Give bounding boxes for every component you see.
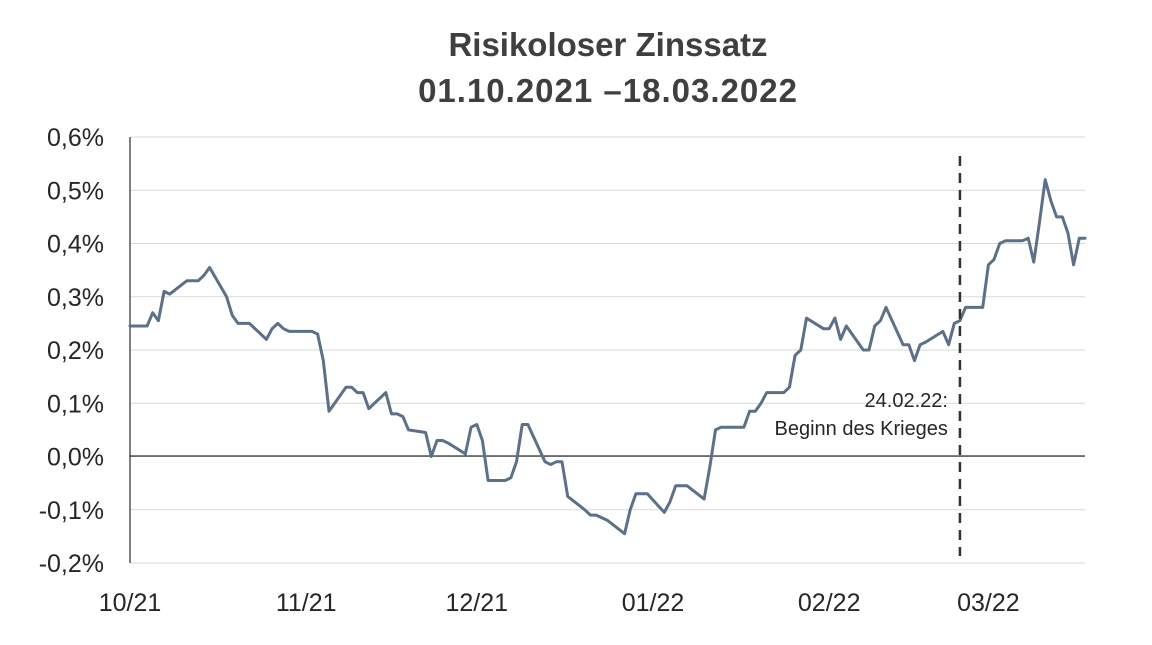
annotation-date: 24.02.22: bbox=[865, 390, 948, 412]
y-tick-labels: -0,2% -0,1% 0,0% 0,1% 0,2% 0,3% 0,4% 0,5% 0,6% bbox=[39, 124, 104, 578]
x-tick-label: 02/22 bbox=[798, 589, 861, 617]
chart-title: Risikoloser Zinssatz bbox=[448, 26, 768, 63]
y-tick-label: 0,6% bbox=[47, 124, 104, 152]
y-tick-label: 0,0% bbox=[47, 444, 104, 472]
y-tick-label: 0,2% bbox=[47, 337, 104, 365]
annotation-text: Beginn des Krieges bbox=[774, 418, 947, 440]
y-tick-label: 0,3% bbox=[47, 284, 104, 312]
x-tick-label: 12/21 bbox=[445, 589, 508, 617]
y-tick-label: 0,1% bbox=[47, 390, 104, 418]
y-tick-label: 0,5% bbox=[47, 177, 104, 205]
y-tick-label: -0,2% bbox=[39, 550, 104, 578]
x-tick-label: 01/22 bbox=[622, 589, 685, 617]
y-tick-label: 0,4% bbox=[47, 231, 104, 259]
x-tick-label: 03/22 bbox=[957, 589, 1020, 617]
chart-subtitle: 01.10.2021 –18.03.2022 bbox=[418, 72, 798, 109]
y-tick-label: -0,1% bbox=[39, 497, 104, 525]
x-tick-labels: 10/21 11/21 12/21 01/22 02/22 03/22 bbox=[99, 589, 1020, 617]
series-line bbox=[128, 178, 1087, 536]
x-tick-label: 10/21 bbox=[99, 589, 162, 617]
x-tick-label: 11/21 bbox=[276, 589, 337, 617]
gridlines bbox=[130, 136, 1085, 564]
